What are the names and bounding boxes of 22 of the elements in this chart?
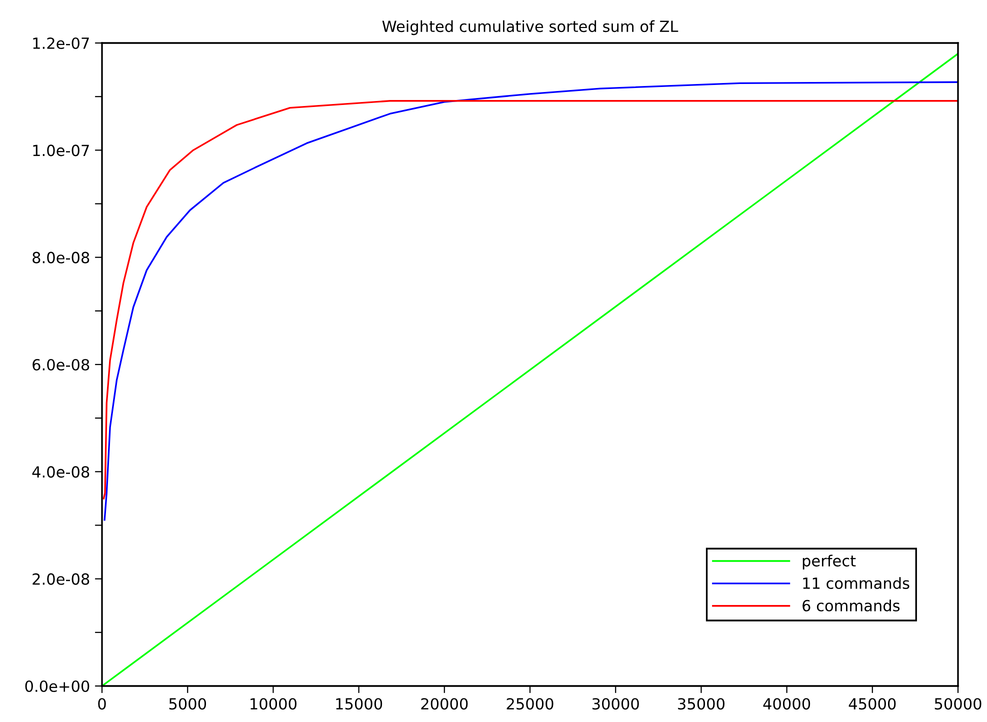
x-tick-label: 20000	[421, 698, 468, 710]
x-tick-label: 45000	[848, 698, 896, 710]
x-tick-label: 40000	[763, 698, 810, 710]
x-tick-label: 15000	[336, 698, 382, 710]
legend-label: 6 commands	[802, 600, 900, 612]
x-tick-label: 50000	[934, 698, 982, 710]
y-tick-label: 6.0e-08	[32, 358, 90, 371]
y-tick-label: 1.2e-07	[33, 37, 89, 50]
y-tick-label: 1.0e-07	[33, 144, 89, 156]
x-tick-label: 5000	[169, 698, 206, 710]
legend-label: perfect	[802, 554, 856, 570]
x-tick-label: 10000	[250, 698, 296, 710]
y-tick-label: 0.0e+00	[25, 680, 90, 692]
legend-label: 11 commands	[803, 577, 910, 589]
y-tick-label: 4.0e-08	[32, 466, 90, 478]
x-tick-label: 0	[98, 698, 106, 710]
y-tick-label: 8.0e-08	[32, 252, 90, 264]
x-tick-label: 35000	[678, 698, 724, 710]
x-tick-label: 25000	[506, 698, 554, 710]
x-tick-label: 30000	[592, 698, 639, 710]
y-tick-label: 2.0e-08	[32, 573, 90, 585]
chart-title: Weighted cumulative sorted sum of ZL	[382, 20, 678, 36]
